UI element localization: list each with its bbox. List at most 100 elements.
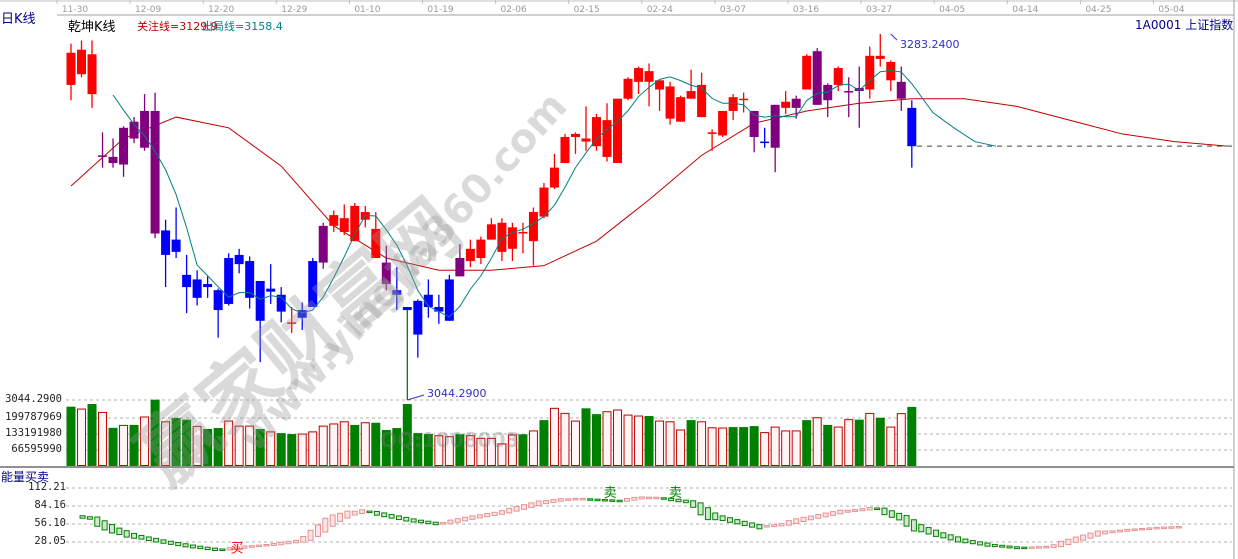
volume-bar (686, 420, 696, 466)
candle (192, 270, 202, 306)
candle-body (592, 117, 601, 147)
volume-bar (129, 424, 139, 466)
indicator-mark (1006, 545, 1013, 549)
candle (381, 245, 391, 291)
candle (444, 274, 454, 321)
indicator-mark (623, 497, 630, 502)
indicator-mark (410, 518, 417, 523)
volume-bar (423, 434, 433, 466)
candle (854, 66, 864, 128)
candle-body (161, 230, 171, 255)
volume-bar (676, 429, 686, 466)
date-tick-label: 12-09 (135, 5, 161, 15)
candle-body (686, 91, 696, 99)
period-label[interactable]: 日K线 (1, 12, 36, 27)
indicator-mark (660, 497, 667, 500)
volume-bar (739, 427, 749, 466)
candle-body (865, 55, 875, 90)
candle-body (318, 225, 328, 263)
indicator-mark (329, 514, 336, 527)
indicator-mark (322, 517, 329, 533)
candle (602, 103, 612, 162)
volume-bar (539, 420, 549, 466)
volume-bar (308, 431, 318, 466)
volume-bar (507, 434, 517, 466)
indicator-mark (565, 498, 572, 501)
volume-bar (318, 425, 328, 466)
indicator-mark (719, 515, 726, 521)
candle (297, 302, 307, 330)
long-line-path (70, 98, 1228, 271)
indicator-mark (668, 497, 675, 502)
candle-body (718, 110, 728, 136)
candle (634, 66, 644, 95)
indicator-mark (381, 512, 388, 518)
candle-body (171, 239, 181, 252)
candle-body (644, 71, 654, 82)
indicator-mark (690, 500, 697, 508)
candle-body (665, 86, 675, 119)
candle-body (802, 55, 812, 90)
date-tick-label: 04-05 (939, 5, 965, 15)
indicator-mark (999, 544, 1006, 548)
candle (392, 267, 402, 311)
indicator-mark (263, 544, 270, 547)
candle-body (539, 187, 549, 217)
volume-bar (234, 425, 244, 466)
indicator-mark (918, 524, 925, 533)
indicator-mark (101, 520, 108, 531)
volume-bar (907, 406, 917, 466)
indicator-mark (646, 496, 653, 500)
volume-bar (108, 427, 118, 466)
indicator-panel-title[interactable]: 能量买卖 (1, 470, 50, 484)
volume-bar (812, 417, 822, 466)
volume-bar (602, 411, 612, 467)
candle-body (140, 110, 150, 148)
indicator-axis-label: 28.05 (34, 535, 66, 547)
indicator-mark (1013, 546, 1020, 550)
indicator-mark (579, 497, 586, 501)
indicator-mark (1168, 526, 1175, 529)
candle-body (150, 110, 160, 234)
candle (749, 110, 759, 153)
candle-body (833, 68, 843, 85)
candle-body (602, 120, 612, 157)
buy-signal-label: 买 (231, 541, 244, 556)
indicator-mark (351, 510, 358, 516)
indicator-mark (682, 499, 689, 504)
indicator-mark (815, 514, 822, 519)
candle (455, 244, 465, 277)
volume-bar (560, 412, 570, 467)
candle-body (560, 136, 570, 164)
indicator-mark (204, 546, 211, 551)
candle-body (339, 218, 349, 232)
indicator-mark (631, 496, 638, 501)
indicator-mark (86, 516, 93, 520)
volume-bar (77, 408, 87, 466)
date-tick-label: 03-27 (866, 5, 892, 15)
indicator-mark (800, 516, 807, 522)
indicator-mark (153, 537, 160, 543)
indicator-mark (138, 534, 145, 540)
indicator-mark (513, 506, 520, 512)
indicator-mark (896, 512, 903, 521)
candle-body (108, 156, 118, 164)
indicator-mark (1146, 527, 1153, 530)
candle-body (844, 91, 854, 93)
candle-body (66, 52, 76, 85)
volume-bar (697, 421, 707, 467)
volume-bar (528, 430, 538, 467)
indicator-mark (314, 524, 321, 537)
candle (833, 66, 843, 92)
indicator-mark (520, 504, 527, 510)
indicator-mark (395, 515, 402, 521)
indicator-mark (587, 498, 594, 501)
volume-bar (161, 421, 171, 467)
indicator-mark (454, 518, 461, 523)
indicator-mark (749, 522, 756, 528)
sell-signal-label: 卖 (604, 486, 617, 501)
symbol-label: 1A0001 上证指数 (1135, 18, 1234, 32)
candle-body (518, 231, 528, 234)
volume-bar (613, 409, 623, 467)
